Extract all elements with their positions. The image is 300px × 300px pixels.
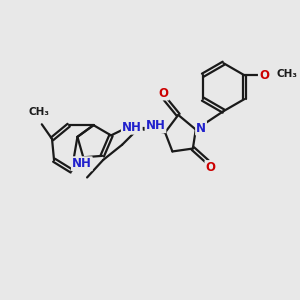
Text: O: O bbox=[206, 161, 215, 174]
Text: NH: NH bbox=[122, 121, 142, 134]
Text: O: O bbox=[159, 86, 169, 100]
Text: O: O bbox=[259, 69, 269, 82]
Text: CH₃: CH₃ bbox=[29, 107, 50, 117]
Text: CH₃: CH₃ bbox=[276, 69, 297, 79]
Text: N: N bbox=[196, 122, 206, 135]
Text: NH: NH bbox=[146, 119, 165, 132]
Text: NH: NH bbox=[72, 157, 92, 170]
